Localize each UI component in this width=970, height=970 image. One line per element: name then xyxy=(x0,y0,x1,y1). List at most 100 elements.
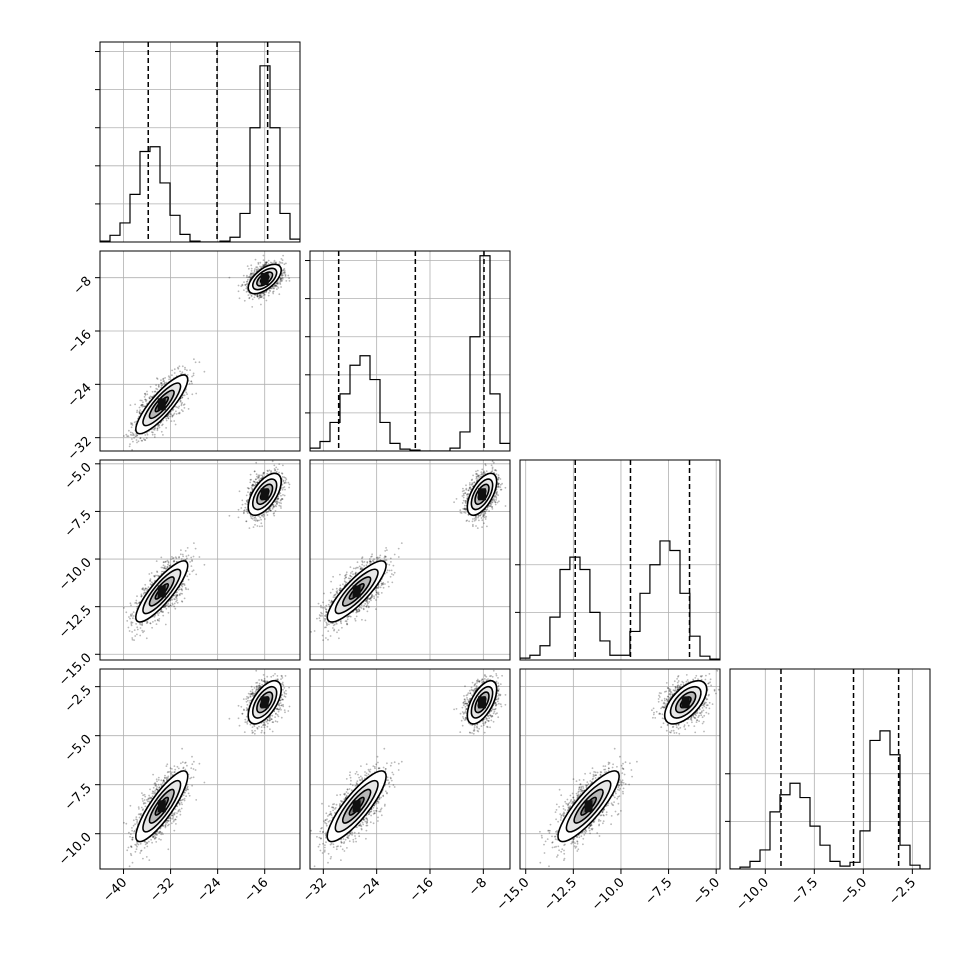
scatter-point xyxy=(150,581,153,584)
scatter-point xyxy=(126,620,129,622)
scatter-point xyxy=(171,598,174,601)
scatter-point xyxy=(132,434,135,437)
scatter-point xyxy=(162,561,165,564)
scatter-point xyxy=(154,619,157,622)
scatter-point xyxy=(251,483,254,486)
scatter-point xyxy=(253,481,256,483)
scatter-point xyxy=(281,476,284,478)
scatter-point xyxy=(147,586,150,588)
scatter-point xyxy=(132,615,135,617)
scatter-point xyxy=(175,595,178,598)
scatter-point xyxy=(256,266,259,269)
scatter-point xyxy=(157,384,160,386)
scatter-point xyxy=(171,415,174,417)
scatter-point xyxy=(142,592,145,595)
scatter-point xyxy=(265,291,268,293)
scatter-point xyxy=(279,492,282,495)
scatter-point xyxy=(256,475,258,478)
scatter-point xyxy=(129,431,132,434)
scatter-point xyxy=(171,603,174,606)
scatter-point xyxy=(266,469,269,472)
scatter-point xyxy=(144,398,147,401)
scatter-point xyxy=(257,476,260,479)
scatter-point xyxy=(248,276,251,279)
scatter-point xyxy=(283,494,286,497)
scatter-point xyxy=(144,588,147,590)
scatter-point xyxy=(281,276,284,279)
scatter-point xyxy=(173,559,176,562)
scatter-point xyxy=(243,511,245,514)
scatter-point xyxy=(166,559,169,562)
scatter-point xyxy=(136,434,139,437)
scatter-point xyxy=(175,557,178,560)
scatter-point xyxy=(154,390,156,393)
scatter-point xyxy=(261,525,263,528)
scatter-point xyxy=(157,423,160,426)
scatter-point xyxy=(144,392,147,395)
scatter-point xyxy=(167,605,170,608)
scatter-point xyxy=(168,605,170,608)
scatter-point xyxy=(134,635,137,637)
scatter-point xyxy=(183,584,186,586)
scatter-point xyxy=(176,594,179,596)
histogram-1 xyxy=(310,255,510,451)
scatter-point xyxy=(191,375,194,378)
scatter-point xyxy=(144,591,147,594)
scatter-point xyxy=(261,292,264,295)
scatter-point xyxy=(251,306,254,308)
scatter-point xyxy=(163,381,166,384)
scatter-point xyxy=(256,269,258,272)
scatter-point xyxy=(166,604,169,607)
panel-1-1-content xyxy=(310,251,510,451)
scatter-point xyxy=(169,415,171,418)
scatter-point xyxy=(178,556,180,559)
scatter-point xyxy=(246,500,248,503)
scatter-point xyxy=(165,381,168,384)
scatter-point xyxy=(171,409,174,412)
scatter-point xyxy=(160,609,163,611)
scatter-point xyxy=(282,494,284,496)
scatter-point xyxy=(242,274,245,277)
scatter-point xyxy=(274,285,276,288)
scatter-point xyxy=(262,475,264,478)
scatter-point xyxy=(156,570,158,573)
scatter-point xyxy=(262,259,265,262)
scatter-point xyxy=(260,296,263,298)
scatter-point xyxy=(280,277,283,280)
scatter-point xyxy=(285,262,287,265)
scatter-point xyxy=(142,587,145,590)
scatter-point xyxy=(161,424,163,427)
scatter-point xyxy=(173,560,176,563)
scatter-point xyxy=(163,566,166,569)
scatter-point xyxy=(255,473,258,476)
scatter-point xyxy=(285,280,288,282)
scatter-point xyxy=(142,401,144,404)
scatter-point xyxy=(136,595,138,598)
scatter-point xyxy=(276,468,279,471)
scatter-point xyxy=(257,474,260,477)
density-core-1 xyxy=(260,273,269,285)
scatter-point xyxy=(248,296,251,299)
scatter-point xyxy=(180,409,183,411)
scatter-point xyxy=(254,258,257,261)
scatter-point xyxy=(265,511,268,514)
scatter-point xyxy=(168,565,171,567)
scatter-point xyxy=(138,406,141,409)
scatter-point xyxy=(237,508,240,511)
panel-1-0-content xyxy=(100,251,300,451)
scatter-point xyxy=(167,563,169,566)
scatter-point xyxy=(168,376,171,379)
scatter-point xyxy=(254,519,257,522)
scatter-point xyxy=(166,415,169,418)
scatter-point xyxy=(237,290,240,293)
scatter-point xyxy=(156,428,159,430)
scatter-point xyxy=(249,276,252,279)
scatter-point xyxy=(153,433,156,436)
scatter-point xyxy=(245,280,248,283)
scatter-point xyxy=(181,365,184,368)
scatter-point xyxy=(155,384,158,386)
scatter-point xyxy=(258,296,261,299)
scatter-point xyxy=(125,433,128,436)
scatter-point xyxy=(157,425,160,428)
scatter-point xyxy=(287,481,290,484)
